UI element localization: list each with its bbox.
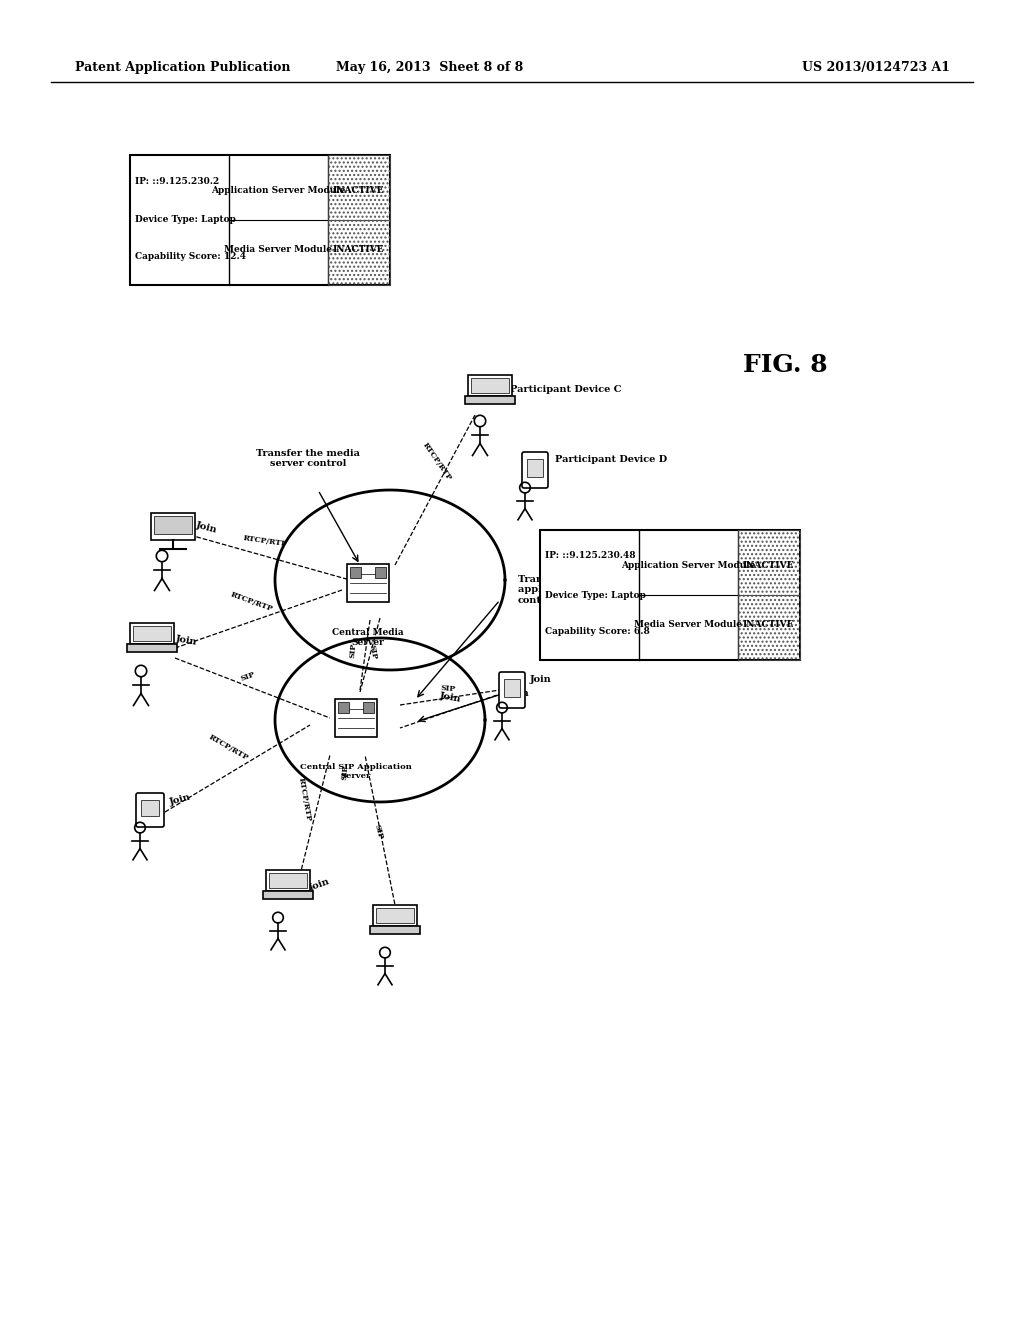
Text: Join: Join xyxy=(175,634,198,647)
Text: SIP: SIP xyxy=(349,642,358,657)
Text: Transfer the media
server control: Transfer the media server control xyxy=(256,449,360,469)
Text: SIP: SIP xyxy=(368,644,379,660)
Bar xyxy=(527,459,543,477)
FancyBboxPatch shape xyxy=(499,672,525,708)
Text: IP: ::9.125.230.48: IP: ::9.125.230.48 xyxy=(545,552,636,561)
Text: RTCP/RTP: RTCP/RTP xyxy=(207,733,249,762)
Text: Join: Join xyxy=(308,876,332,892)
Text: May 16, 2013  Sheet 8 of 8: May 16, 2013 Sheet 8 of 8 xyxy=(336,62,523,74)
Bar xyxy=(362,702,374,713)
Bar xyxy=(335,700,377,737)
Text: Patent Application Publication: Patent Application Publication xyxy=(75,62,291,74)
Bar xyxy=(504,678,520,697)
Text: Participant Device D: Participant Device D xyxy=(555,455,667,465)
Text: INACTIVE: INACTIVE xyxy=(333,246,385,255)
Bar xyxy=(350,568,361,578)
Bar xyxy=(328,220,390,285)
Bar xyxy=(373,906,417,927)
FancyBboxPatch shape xyxy=(522,451,548,488)
Text: SIP: SIP xyxy=(372,824,384,840)
Bar xyxy=(375,568,386,578)
Bar xyxy=(328,154,390,220)
Bar xyxy=(141,800,159,816)
Text: Capability Score: 12.4: Capability Score: 12.4 xyxy=(135,252,246,261)
Text: Join: Join xyxy=(530,676,552,685)
Bar xyxy=(133,626,171,642)
Bar xyxy=(737,531,800,595)
Text: Capability Score: 6.8: Capability Score: 6.8 xyxy=(545,627,650,636)
Bar xyxy=(468,375,512,396)
Text: Application Server Module: Application Server Module xyxy=(211,186,345,194)
Bar xyxy=(269,874,307,888)
Text: Central SIP Application
Server: Central SIP Application Server xyxy=(300,763,412,780)
Bar xyxy=(130,154,390,285)
Text: Media Server Module: Media Server Module xyxy=(634,620,742,630)
Text: SIP: SIP xyxy=(440,684,456,693)
Text: INACTIVE: INACTIVE xyxy=(743,561,795,570)
Text: RTCP/RTP: RTCP/RTP xyxy=(421,441,453,482)
Text: Join: Join xyxy=(438,692,462,704)
Bar xyxy=(540,531,800,660)
Text: Join: Join xyxy=(508,689,529,697)
Text: Join: Join xyxy=(168,793,191,807)
Text: RTCP/RTP: RTCP/RTP xyxy=(296,776,312,822)
Text: SIP: SIP xyxy=(240,671,256,682)
Bar xyxy=(471,379,509,393)
Text: FIG. 8: FIG. 8 xyxy=(742,352,827,378)
Text: Central Media
Server: Central Media Server xyxy=(332,628,403,647)
Bar xyxy=(347,564,389,602)
Text: IP: ::9.125.230.2: IP: ::9.125.230.2 xyxy=(135,177,219,186)
Text: Device Type: Laptop: Device Type: Laptop xyxy=(135,215,236,224)
FancyBboxPatch shape xyxy=(136,793,164,828)
Text: Device Type: Laptop: Device Type: Laptop xyxy=(545,590,646,599)
Text: INACTIVE: INACTIVE xyxy=(743,620,795,630)
Bar xyxy=(338,702,349,713)
Text: Participant Device C: Participant Device C xyxy=(510,385,622,395)
Text: SIP: SIP xyxy=(340,764,349,780)
Text: Media Server Module: Media Server Module xyxy=(224,246,332,255)
Bar xyxy=(737,595,800,660)
Text: Application Server Module: Application Server Module xyxy=(621,561,756,570)
Bar xyxy=(266,870,310,891)
Bar xyxy=(130,623,174,644)
Text: RTCP/RTP: RTCP/RTP xyxy=(243,533,288,548)
Text: INACTIVE: INACTIVE xyxy=(333,186,385,194)
Text: US 2013/0124723 A1: US 2013/0124723 A1 xyxy=(802,62,950,74)
Text: RTCP/RTP: RTCP/RTP xyxy=(229,590,274,612)
Bar xyxy=(263,891,313,899)
Bar xyxy=(151,513,195,540)
Bar xyxy=(127,644,177,652)
Bar xyxy=(154,516,193,535)
Text: Join: Join xyxy=(195,520,218,535)
Bar xyxy=(376,908,414,923)
Text: Transfer the SIP
application server
control: Transfer the SIP application server cont… xyxy=(518,576,616,605)
Bar xyxy=(465,396,515,404)
Bar xyxy=(370,927,420,935)
